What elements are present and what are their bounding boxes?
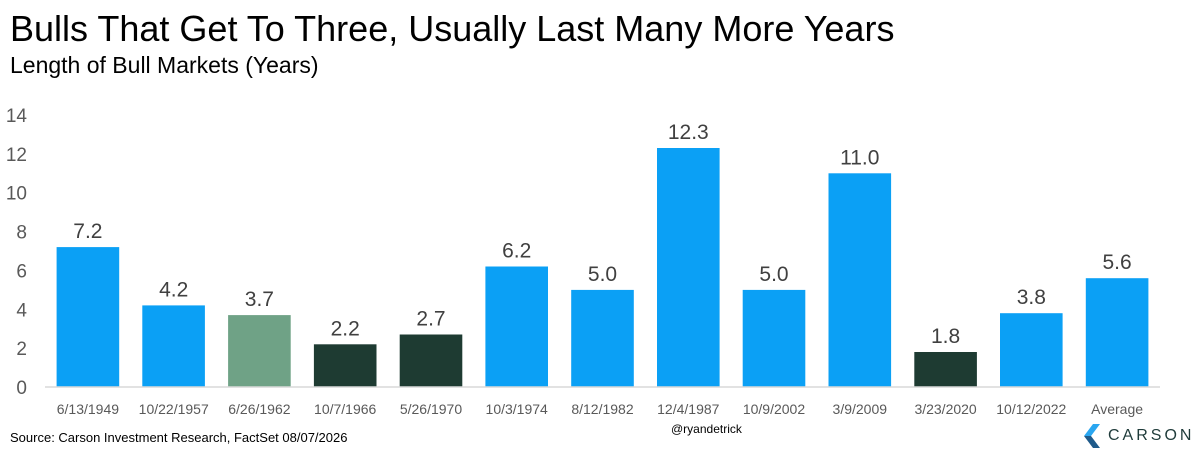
bar	[914, 352, 977, 387]
data-label: 4.2	[159, 278, 188, 301]
data-label: 7.2	[73, 220, 102, 243]
y-tick-label: 2	[16, 339, 27, 360]
y-tick-label: 0	[16, 378, 27, 399]
data-label: 11.0	[840, 146, 879, 169]
y-tick-label: 12	[6, 145, 27, 166]
bar	[485, 266, 548, 387]
data-label: 3.7	[245, 288, 274, 311]
bar	[399, 334, 463, 387]
y-tick-label: 4	[16, 300, 27, 321]
bar	[142, 305, 205, 387]
data-labels: 7.2 4.2 3.7 2.2 2.7 6.2 5.0 12.3 5.0 11.0 1.8 3.8 5.…	[73, 121, 1131, 348]
data-label: 2.2	[331, 317, 360, 340]
x-tick-label: 12/4/1987	[657, 401, 719, 417]
x-tick-label: 10/9/2002	[743, 401, 805, 417]
bar	[313, 344, 377, 387]
x-tick-label: Average	[1091, 401, 1143, 417]
y-axis-ticks: 0 2 4 6 8 10 12 14	[6, 106, 28, 399]
carson-chevron-icon	[1084, 424, 1100, 448]
source-note: Source: Carson Investment Research, Fact…	[10, 430, 348, 445]
x-tick-label: 6/26/1962	[228, 401, 290, 417]
chart-subtitle: Length of Bull Markets (Years)	[10, 52, 319, 78]
bar-series	[56, 148, 1149, 387]
x-tick-label: 5/26/1970	[400, 401, 462, 417]
author-handle: @ryandetrick	[671, 422, 742, 436]
data-label: 5.0	[588, 263, 617, 286]
x-tick-label: 10/3/1974	[486, 401, 548, 417]
data-label: 5.6	[1102, 251, 1131, 274]
bar	[56, 247, 120, 387]
carson-logo-text: CARSON	[1108, 427, 1195, 444]
data-label: 1.8	[931, 325, 960, 348]
bar	[828, 173, 892, 387]
bar	[1000, 313, 1063, 387]
data-label: 6.2	[502, 240, 531, 263]
x-tick-label: 10/22/1957	[139, 401, 209, 417]
bar	[228, 315, 291, 387]
x-axis-labels: 6/13/1949 10/22/1957 6/26/1962 10/7/1966 5/2…	[57, 401, 1144, 417]
y-tick-label: 10	[6, 184, 27, 205]
x-tick-label: 10/12/2022	[996, 401, 1066, 417]
data-label: 2.7	[416, 308, 445, 331]
x-tick-label: 3/23/2020	[914, 401, 976, 417]
bar	[1085, 278, 1149, 387]
carson-logo: CARSON	[1084, 423, 1194, 449]
data-label: 3.8	[1017, 286, 1046, 309]
data-label: 12.3	[668, 121, 709, 144]
y-tick-label: 8	[16, 223, 27, 244]
y-tick-label: 6	[16, 261, 27, 282]
bar	[571, 289, 634, 387]
chart-title: Bulls That Get To Three, Usually Last Ma…	[10, 8, 895, 49]
x-tick-label: 8/12/1982	[571, 401, 633, 417]
x-tick-label: 10/7/1966	[314, 401, 376, 417]
bar	[742, 289, 806, 387]
data-label: 5.0	[759, 263, 788, 286]
x-tick-label: 3/9/2009	[833, 401, 888, 417]
bar	[657, 148, 720, 387]
y-tick-label: 14	[6, 106, 28, 127]
x-tick-label: 6/13/1949	[57, 401, 119, 417]
